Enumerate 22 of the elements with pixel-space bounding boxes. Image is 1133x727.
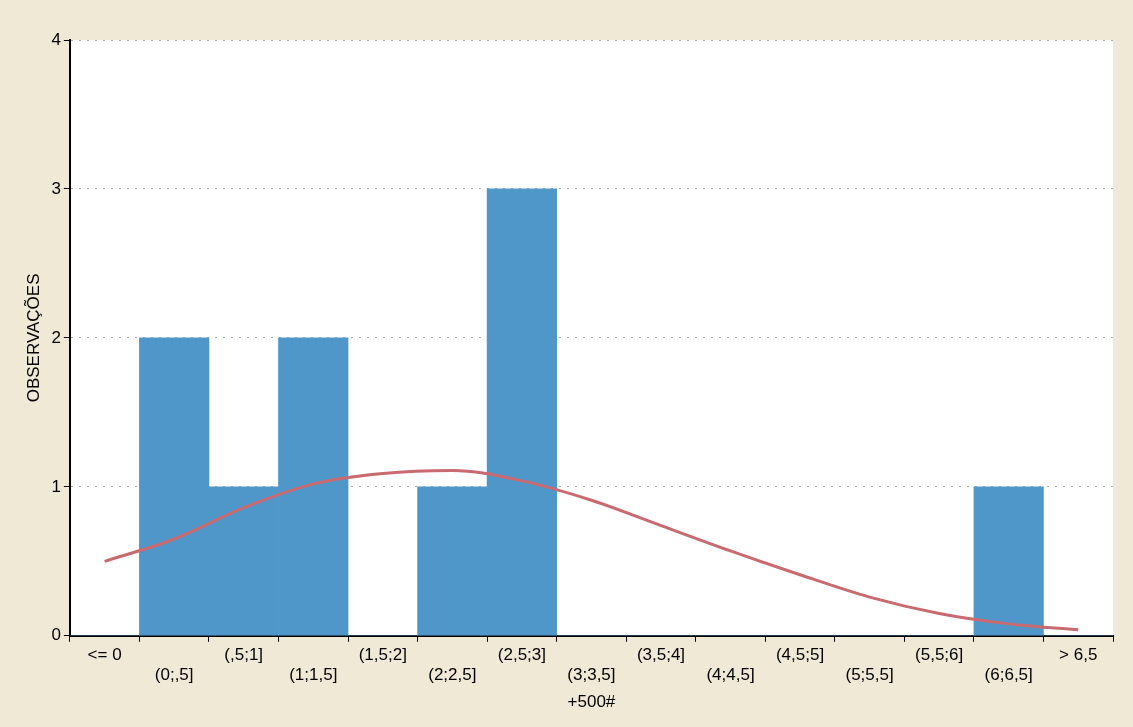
x-tick-label: (6;6,5] <box>984 665 1033 685</box>
x-axis-title: +500# <box>567 692 616 712</box>
y-axis-title: OBSERVAÇÕES <box>23 273 43 403</box>
x-tick-label: (5,5;6] <box>915 644 964 664</box>
y-tick-label: 4 <box>51 29 61 49</box>
y-tick-label: 0 <box>51 625 61 645</box>
x-tick-label: (0;,5] <box>154 665 194 685</box>
x-tick-label: <= 0 <box>87 644 122 664</box>
x-tick-label: (4,5;5] <box>775 644 825 664</box>
y-tick-label: 2 <box>51 327 61 347</box>
x-tick-label: (3,5;4] <box>636 644 686 664</box>
x-tick-label: > 6,5 <box>1059 644 1098 664</box>
x-tick-label: (,5;1] <box>224 644 264 664</box>
x-tick-label: (2;2,5] <box>428 665 477 685</box>
x-tick-label: (2,5;3] <box>497 644 546 664</box>
y-tick-label: 1 <box>51 476 61 496</box>
y-tick-label: 3 <box>51 178 61 198</box>
x-tick-label: (1;1,5] <box>289 665 338 685</box>
x-tick-label: (4;4,5] <box>706 665 755 685</box>
x-tick-label: (1,5;2] <box>358 644 407 664</box>
x-tick-label: (3;3,5] <box>567 665 616 685</box>
x-tick-label: (5;5,5] <box>845 665 894 685</box>
